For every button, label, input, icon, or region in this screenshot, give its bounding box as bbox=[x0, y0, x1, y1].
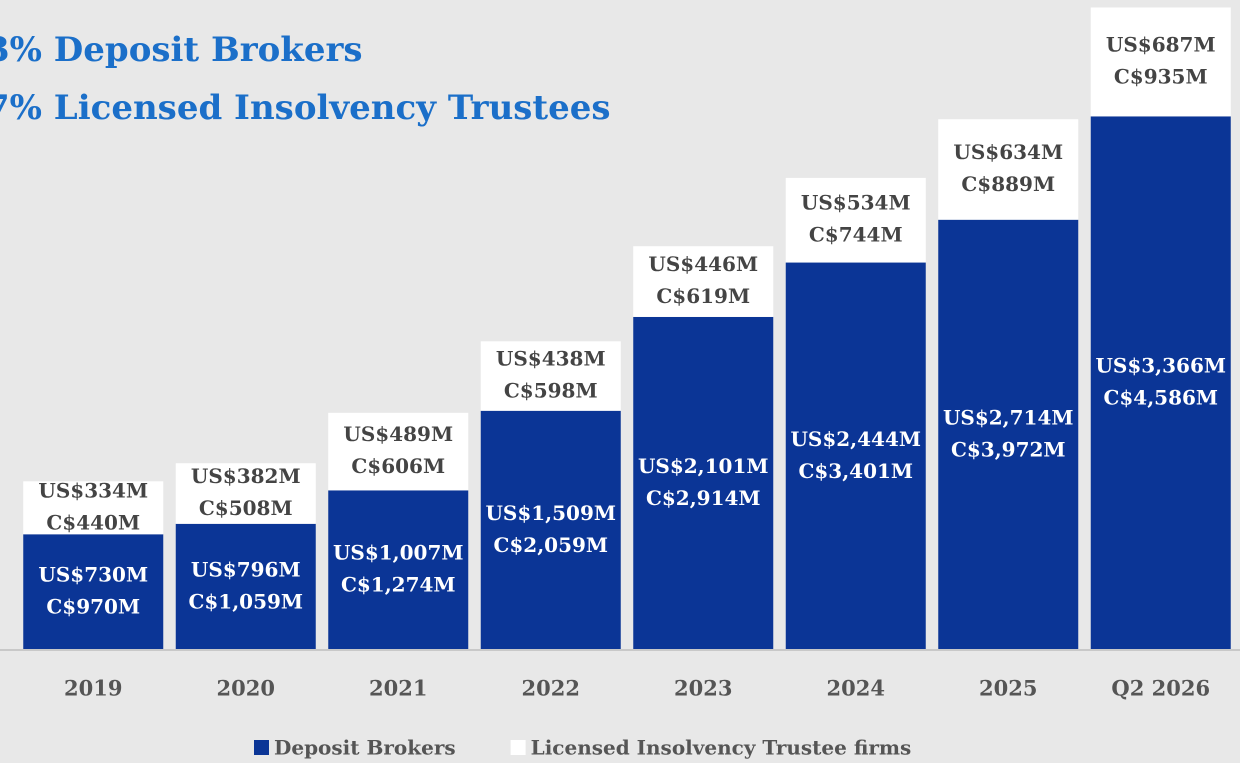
bar-segment bbox=[938, 119, 1079, 220]
data-label: C$598M bbox=[504, 379, 598, 403]
data-label: US$796M bbox=[191, 557, 301, 581]
data-label: C$744M bbox=[809, 223, 903, 247]
data-label: C$970M bbox=[46, 595, 140, 619]
data-label: C$1,059M bbox=[188, 589, 303, 613]
x-tick-label: Q2 2026 bbox=[1111, 676, 1210, 701]
data-label: US$2,714M bbox=[943, 405, 1074, 429]
bar-segment bbox=[1090, 116, 1231, 651]
bar-segment bbox=[480, 410, 621, 650]
x-tick-label: 2019 bbox=[64, 676, 122, 701]
data-label: C$508M bbox=[199, 496, 293, 520]
chart-title: 7% Licensed Insolvency Trustees bbox=[0, 88, 611, 128]
x-tick-label: 2020 bbox=[217, 676, 275, 701]
data-label: US$1,007M bbox=[333, 541, 464, 565]
chart-title: 3% Deposit Brokers bbox=[0, 30, 363, 70]
bar-segment bbox=[328, 412, 469, 491]
data-label: C$4,586M bbox=[1103, 386, 1218, 410]
data-label: C$619M bbox=[656, 284, 750, 308]
data-label: US$2,444M bbox=[790, 427, 921, 451]
x-tick-label: 2021 bbox=[369, 676, 427, 701]
data-label: C$440M bbox=[46, 510, 140, 534]
bar-segment bbox=[328, 490, 469, 650]
data-label: US$438M bbox=[496, 347, 606, 371]
bar-segment bbox=[1090, 7, 1231, 117]
data-label: US$382M bbox=[191, 464, 301, 488]
bar-segment bbox=[938, 219, 1079, 651]
bar-segment bbox=[175, 463, 316, 524]
data-label: C$606M bbox=[351, 454, 445, 478]
legend-label: Deposit Brokers bbox=[274, 736, 456, 760]
legend-swatch bbox=[254, 740, 269, 755]
x-tick-label: 2022 bbox=[522, 676, 580, 701]
bar-segment bbox=[23, 481, 164, 535]
data-label: C$2,914M bbox=[646, 486, 761, 510]
data-label: C$1,274M bbox=[341, 573, 456, 597]
x-tick-label: 2025 bbox=[979, 676, 1037, 701]
x-tick-label: 2024 bbox=[827, 676, 885, 701]
bar-segment bbox=[633, 316, 774, 650]
legend-label: Licensed Insolvency Trustee firms bbox=[531, 736, 912, 760]
bar-segment bbox=[633, 246, 774, 317]
data-label: US$1,509M bbox=[485, 501, 616, 525]
data-label: US$3,366M bbox=[1095, 354, 1226, 378]
data-label: US$534M bbox=[801, 191, 911, 215]
legend-swatch bbox=[510, 740, 526, 755]
bar-segment bbox=[785, 177, 926, 263]
data-label: C$935M bbox=[1114, 64, 1208, 88]
data-label: US$634M bbox=[953, 140, 1063, 164]
bar-segment bbox=[785, 262, 926, 650]
data-label: C$2,059M bbox=[493, 533, 608, 557]
data-label: US$687M bbox=[1106, 32, 1216, 56]
bar-segment bbox=[175, 523, 316, 650]
data-label: US$446M bbox=[648, 252, 758, 276]
data-label: C$889M bbox=[961, 172, 1055, 196]
data-label: US$2,101M bbox=[638, 454, 769, 478]
data-label: C$3,401M bbox=[798, 459, 913, 483]
data-label: US$730M bbox=[38, 563, 148, 587]
bar-segment bbox=[23, 534, 164, 650]
data-label: US$489M bbox=[343, 422, 453, 446]
bar-segment bbox=[480, 341, 621, 411]
x-tick-label: 2023 bbox=[674, 676, 732, 701]
data-label: C$3,972M bbox=[951, 437, 1066, 461]
data-label: US$334M bbox=[38, 478, 148, 502]
